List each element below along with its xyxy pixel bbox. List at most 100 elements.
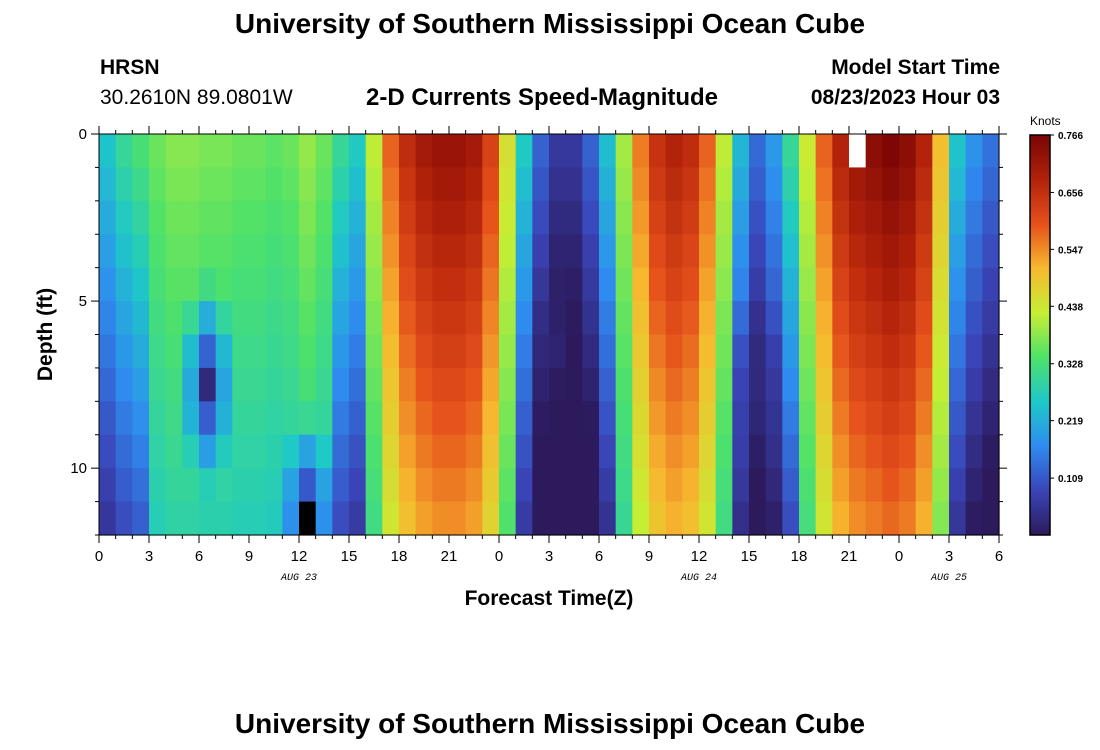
heatmap-cell [982,334,1000,369]
heatmap-cell [682,334,700,369]
heatmap-cell [632,200,650,235]
heatmap-cell [949,234,967,269]
heatmap-cell [965,334,983,369]
x-tick-label: 6 [995,548,1003,565]
heatmap-cell [699,200,717,235]
heatmap-cell [299,334,317,369]
heatmap-cell [315,501,333,536]
heatmap-cell [815,434,833,469]
heatmap-cell [582,434,600,469]
heatmap-cell [532,401,550,436]
heatmap-cell [165,234,183,269]
heatmap-cell [782,468,800,503]
heatmap-cell [732,334,750,369]
heatmap-cell [649,301,667,336]
heatmap-cell [665,401,683,436]
heatmap-cell [565,468,583,503]
heatmap-cell [865,434,883,469]
heatmap-cell [482,501,500,536]
heatmap-cell [732,234,750,269]
heatmap-cell [515,401,533,436]
heatmap-cell [165,501,183,536]
heatmap-cell [849,267,867,302]
page-title: University of Southern Mississippi Ocean… [234,8,866,39]
x-tick-label: 3 [945,548,953,565]
heatmap-cell [649,200,667,235]
heatmap-cell [765,134,783,169]
colorbar-tick-label: 0.328 [1058,360,1083,371]
heatmap-cell [149,434,167,469]
heatmap-cell [632,134,650,169]
heatmap-cell [582,301,600,336]
heatmap-cell [932,134,950,169]
heatmap-cell [149,200,167,235]
heatmap-cell [799,267,817,302]
heatmap-cell [432,401,450,436]
heatmap-cell [615,134,633,169]
heatmap-cell [565,167,583,202]
heatmap-cell [315,301,333,336]
heatmap-cell [349,134,367,169]
heatmap-cell [849,234,867,269]
heatmap-cell [699,367,717,402]
x-tick-label: 0 [895,548,903,565]
heatmap-cell [799,468,817,503]
heatmap-cell [182,401,200,436]
heatmap-cell [599,234,617,269]
heatmap-cell [282,434,300,469]
heatmap-cell [615,167,633,202]
heatmap-cell [765,301,783,336]
heatmap-cell [282,367,300,402]
heatmap-cell [832,267,850,302]
heatmap-cell [199,501,217,536]
heatmap-cell [749,134,767,169]
heatmap-cell [399,501,417,536]
heatmap-cell [432,267,450,302]
heatmap-cell [132,200,150,235]
heatmap-cell [565,434,583,469]
colorbar-tick-label: 0.438 [1058,302,1083,313]
heatmap-cell [865,301,883,336]
heatmap-cell [99,134,117,169]
heatmap-cell [265,468,283,503]
heatmap-cell [415,501,433,536]
heatmap-cell [432,200,450,235]
heatmap-cell [415,367,433,402]
heatmap-cell [99,501,117,536]
heatmap-cell [599,501,617,536]
heatmap-cell [682,501,700,536]
heatmap-cell [465,401,483,436]
heatmap-cell [882,434,900,469]
heatmap-cell [799,134,817,169]
heatmap-cell [499,367,517,402]
heatmap-cell [249,434,267,469]
heatmap-cell [132,501,150,536]
heatmap-cell [165,367,183,402]
heatmap-cell [532,267,550,302]
heatmap-cell [199,134,217,169]
heatmap-cell [232,200,250,235]
heatmap-cell [865,234,883,269]
heatmap-cell [932,367,950,402]
heatmap-cell [499,134,517,169]
heatmap-cell [249,501,267,536]
heatmap-cell [532,501,550,536]
heatmap-cell [832,134,850,169]
heatmap-cell [982,468,1000,503]
heatmap-cell [649,167,667,202]
heatmap-cell [815,501,833,536]
heatmap-cell [549,367,567,402]
heatmap-cell [815,334,833,369]
heatmap-cell [515,501,533,536]
heatmap-cell [615,468,633,503]
heatmap-cell [115,401,133,436]
date-label: AUG 24 [680,573,717,584]
heatmap-cell [699,134,717,169]
heatmap-cell [715,434,733,469]
heatmap-cell [149,501,167,536]
heatmap-cell [315,367,333,402]
heatmap-cell [699,301,717,336]
heatmap-cell [715,401,733,436]
heatmap-cell [649,501,667,536]
